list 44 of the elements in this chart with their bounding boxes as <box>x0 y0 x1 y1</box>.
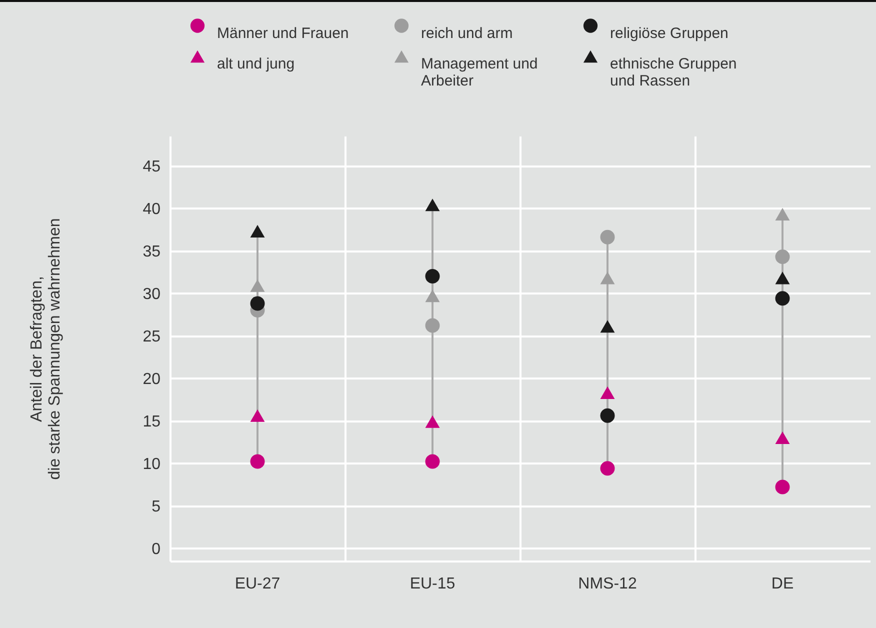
point <box>775 431 790 444</box>
legend-label: ethnische Gruppen und Rassen <box>610 56 737 90</box>
point <box>250 454 265 469</box>
y-tick-label: 10 <box>142 456 161 473</box>
legend-label: Management und Arbeiter <box>421 56 538 90</box>
point <box>600 272 615 284</box>
y-tick-label: 15 <box>142 413 161 430</box>
y-tick-label: 35 <box>142 243 161 260</box>
x-tick-label: EU-15 <box>410 576 456 592</box>
point <box>250 409 265 422</box>
point <box>600 461 615 476</box>
x-tick-label: DE <box>771 576 794 592</box>
legend-label: alt und jung <box>217 56 295 72</box>
point <box>775 249 790 264</box>
point <box>425 290 440 302</box>
point <box>425 415 440 428</box>
y-tick-label: 40 <box>142 200 161 218</box>
point <box>775 480 790 494</box>
point <box>600 386 615 399</box>
legend-label: reich und arm <box>421 24 513 42</box>
point <box>600 230 615 244</box>
y-axis-title: Anteil der Befragten, die starke Spannungen wahrnehmen <box>28 218 64 480</box>
y-tick-label: 0 <box>152 540 161 558</box>
point <box>600 408 615 423</box>
point <box>600 320 615 333</box>
y-tick-label: 25 <box>142 328 161 346</box>
y-tick-label: 30 <box>142 286 161 303</box>
point <box>425 454 440 469</box>
y-tick-label: 45 <box>142 158 161 176</box>
x-tick-label: EU-27 <box>234 576 280 592</box>
point <box>775 208 790 220</box>
legend-label: Männer und Frauen <box>217 24 349 42</box>
point <box>425 269 440 284</box>
point <box>775 291 790 306</box>
y-tick-label: 5 <box>152 498 161 516</box>
y-tick-label: 20 <box>142 370 161 388</box>
x-tick-label: NMS-12 <box>578 576 637 592</box>
point <box>250 224 265 238</box>
point <box>425 198 440 212</box>
legend-label: religiöse Gruppen <box>610 24 728 42</box>
point <box>250 296 265 311</box>
point <box>250 279 265 292</box>
point <box>425 318 440 333</box>
point <box>775 272 790 284</box>
